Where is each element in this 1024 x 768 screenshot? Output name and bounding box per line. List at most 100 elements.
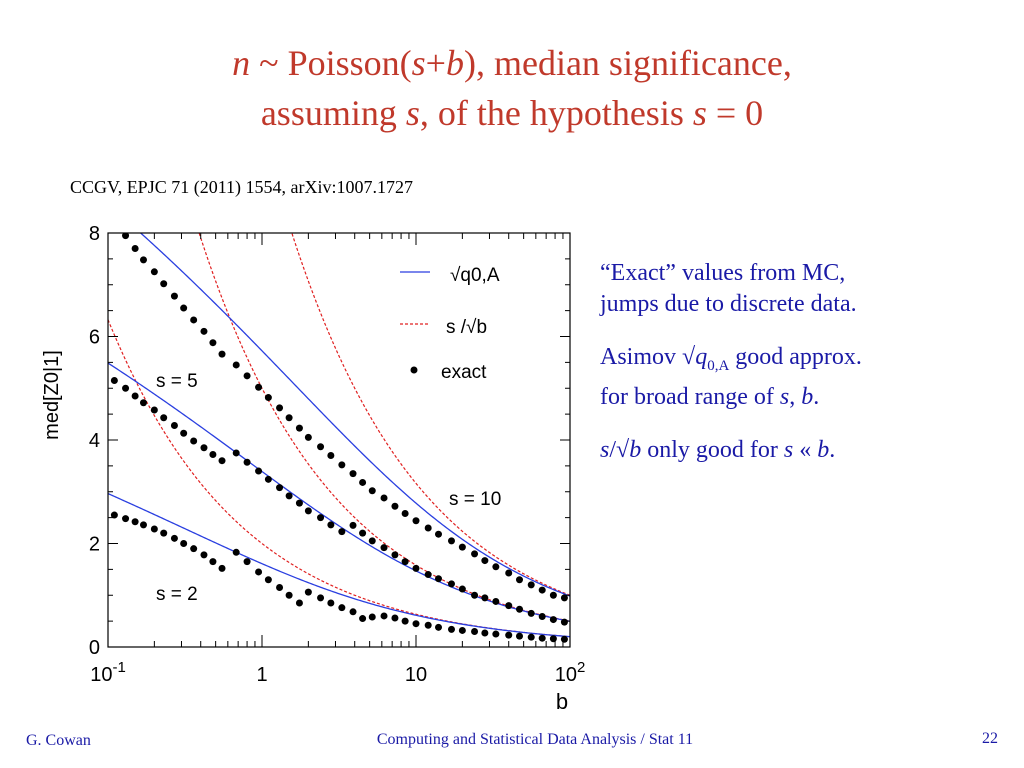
title-plus: + <box>425 43 446 83</box>
exact-point-s10-36 <box>505 569 513 577</box>
exact-point-s2-24 <box>359 615 367 623</box>
exact-point-s2-30 <box>424 621 432 629</box>
exact-point-s5-23 <box>349 521 357 529</box>
exact-point-s5-15 <box>264 475 272 483</box>
note3-b: b <box>629 436 642 463</box>
note1-line2: jumps due to discrete data. <box>600 291 857 317</box>
exact-point-s2-6 <box>170 534 178 542</box>
y-tick-label-0: 0 <box>89 637 100 659</box>
exact-point-s10-7 <box>190 316 198 324</box>
legend-asimov-label: √q0,A <box>450 265 500 286</box>
exact-point-s10-20 <box>327 452 335 460</box>
footer-author: G. Cowan <box>26 732 91 749</box>
curves-group <box>108 233 570 643</box>
exact-point-s2-36 <box>492 630 500 638</box>
exact-point-s5-24 <box>359 529 367 537</box>
exact-point-s2-40 <box>538 634 546 642</box>
exact-point-s2-29 <box>412 620 420 628</box>
exact-point-s5-25 <box>368 537 376 545</box>
title-poisson: ~ Poisson( <box>250 43 412 83</box>
annotation-s2: s = 2 <box>156 584 198 605</box>
exact-point-s5-16 <box>276 484 284 492</box>
exact-point-s5-1 <box>122 384 130 392</box>
exact-point-s5-5 <box>160 414 168 422</box>
exact-point-s10-17 <box>295 424 303 432</box>
slide-title: n ~ Poisson(s+b), median significance, a… <box>0 38 1024 138</box>
exact-point-s10-29 <box>424 524 432 532</box>
title-b: b <box>445 43 464 83</box>
note2-sub: 0,A <box>707 357 730 374</box>
exact-point-s2-9 <box>200 551 208 559</box>
exact-point-s5-10 <box>209 450 217 458</box>
exact-point-s5-32 <box>447 580 455 588</box>
exact-point-s10-18 <box>304 433 312 441</box>
notes-panel: “Exact” values from MC, jumps due to disc… <box>600 258 1000 488</box>
exact-point-s2-16 <box>276 583 284 591</box>
exact-point-s10-13 <box>255 383 263 391</box>
exact-point-s2-23 <box>349 608 357 616</box>
note2-comma: , <box>789 383 802 410</box>
exact-point-s5-19 <box>304 507 312 515</box>
exact-point-s5-17 <box>285 492 293 500</box>
exact-point-s2-20 <box>317 594 325 602</box>
exact-point-s2-21 <box>327 599 335 607</box>
exact-point-s10-14 <box>264 394 272 402</box>
exact-point-s5-22 <box>338 528 346 536</box>
title-rest: ), median significance, <box>463 43 792 83</box>
exact-point-s10-2 <box>139 256 147 264</box>
note-sqrtb: s/√b only good for s « b. <box>600 435 1000 466</box>
exact-point-s10-22 <box>349 470 357 478</box>
note1-line1: “Exact” values from MC, <box>600 260 846 286</box>
asimov-curve-s2 <box>108 493 570 638</box>
legend-sqrtb-label: s /√b <box>446 317 487 338</box>
exact-point-s10-32 <box>458 543 466 551</box>
exact-point-s10-37 <box>516 576 523 584</box>
note-exact: “Exact” values from MC, jumps due to disc… <box>600 258 1000 320</box>
sqrtb-curve-s10 <box>291 233 570 596</box>
x-tick-label-3: 102 <box>555 659 586 686</box>
note3-mid: only good for <box>641 436 784 463</box>
exact-point-s5-42 <box>560 618 568 626</box>
title2-post: = 0 <box>706 93 764 133</box>
title2-pre: assuming <box>260 93 406 133</box>
exact-point-s2-3 <box>139 521 147 529</box>
exact-point-s2-7 <box>180 540 188 547</box>
exact-point-s2-33 <box>458 626 466 634</box>
exact-point-s2-12 <box>232 548 240 556</box>
exact-point-s5-21 <box>327 521 335 529</box>
exact-point-s5-18 <box>295 499 303 507</box>
annotation-s5: s = 5 <box>156 371 198 392</box>
exact-point-s10-41 <box>560 594 568 602</box>
note2-q: q <box>695 344 708 370</box>
exact-point-s5-14 <box>255 467 263 475</box>
legend: √q0,A s /√b exact <box>400 265 500 383</box>
note3-ll: « <box>793 436 818 463</box>
exact-point-s10-12 <box>243 372 251 380</box>
x-tick-label-0: 10-1 <box>90 659 126 686</box>
exact-point-s10-23 <box>359 478 367 486</box>
exact-point-s2-25 <box>368 613 376 621</box>
exact-point-s10-3 <box>150 268 158 276</box>
exact-point-s10-9 <box>209 339 217 347</box>
citation: CCGV, EPJC 71 (2011) 1554, arXiv:1007.17… <box>70 177 414 197</box>
exact-point-s2-14 <box>255 568 263 576</box>
exact-point-s2-8 <box>190 545 198 553</box>
note2-s: s <box>779 383 790 410</box>
exact-point-s2-4 <box>150 525 158 533</box>
exact-point-s10-38 <box>527 581 535 589</box>
exact-point-s10-1 <box>131 245 139 253</box>
exact-point-s5-26 <box>380 544 388 552</box>
exact-point-s5-38 <box>516 605 523 613</box>
exact-point-s10-30 <box>435 530 442 538</box>
exact-point-s5-20 <box>317 514 325 522</box>
note3-end: . <box>829 436 836 463</box>
exact-point-s10-28 <box>412 517 420 525</box>
exact-point-s5-39 <box>527 609 535 617</box>
exact-point-s5-31 <box>435 575 442 583</box>
title-line-2: assuming s, of the hypothesis s = 0 <box>0 88 1024 138</box>
x-axis-label: b <box>556 689 568 714</box>
exact-point-s5-13 <box>243 458 251 466</box>
significance-chart: 0 2 4 6 8 10-1 1 10 102 med[Z0|1] b √q0,A s /√b … <box>41 223 586 714</box>
exact-point-s10-33 <box>471 550 479 558</box>
exact-point-s2-15 <box>264 576 272 584</box>
